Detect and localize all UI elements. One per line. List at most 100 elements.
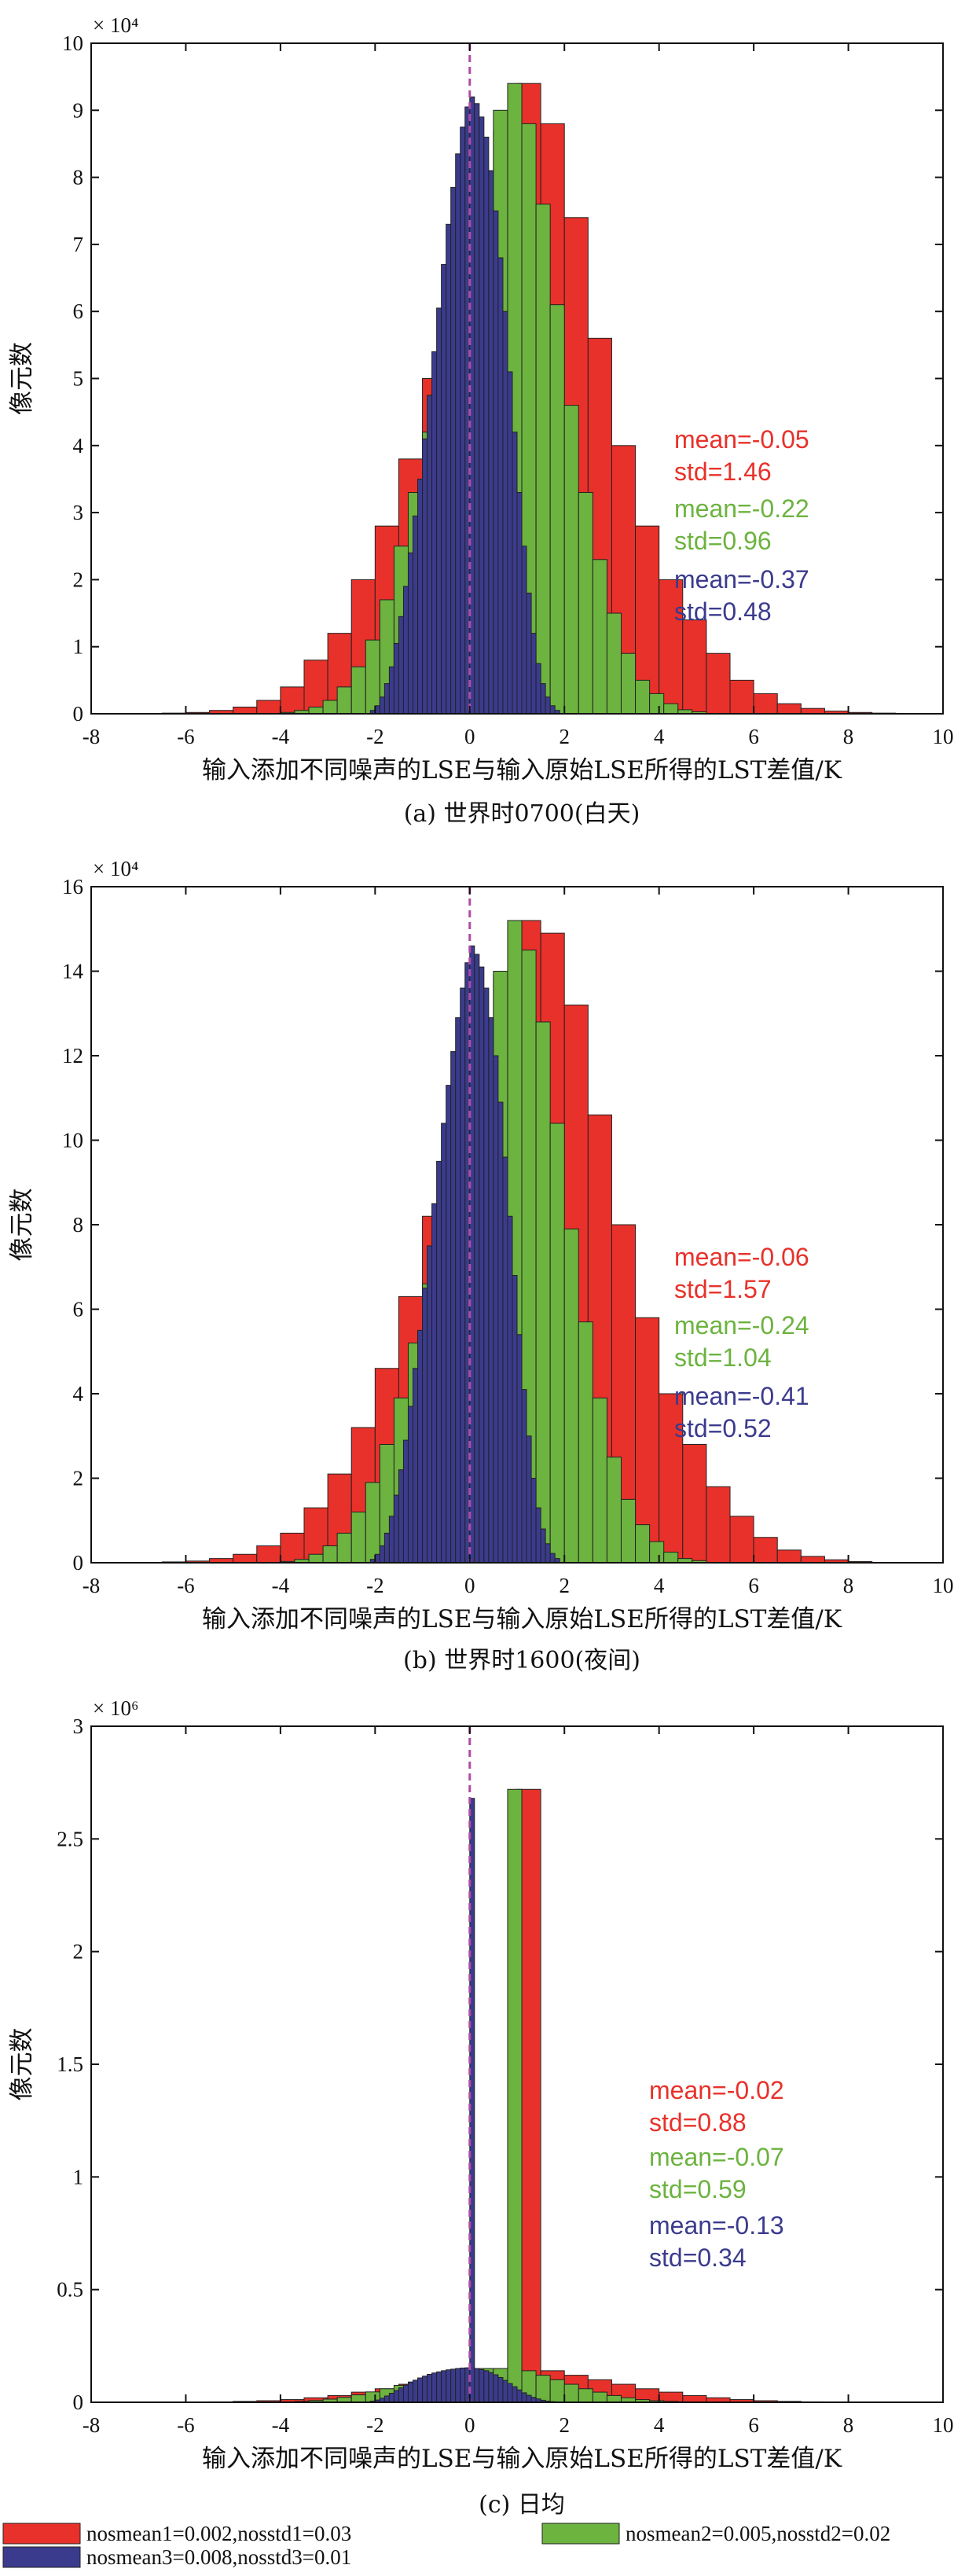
series-3 [369,1798,560,2403]
bar-series3-bin29 [507,371,513,715]
stat-std-2: std=0.96 [674,527,772,555]
bar-series3-bin17 [450,186,457,715]
series-2 [280,1788,707,2403]
legend-swatch-1 [2,2523,81,2545]
chart-caption: (b) 世界时1600(夜间) [403,1647,640,1674]
bar-series3-bin9 [413,515,419,715]
bar-series3-bin36 [540,683,546,715]
bar-series3-bin14 [436,2371,442,2403]
bar-series3-bin17 [450,2368,457,2403]
bar-series1-bin3 [233,1553,258,1564]
x-tick-label: -8 [83,725,101,748]
y-tick-label: 0 [73,2390,84,2414]
x-tick-label: -6 [177,1574,195,1597]
bar-series2-bin27 [663,1552,679,1564]
bar-series3-bin28 [502,1156,508,1564]
bar-series2-bin3 [322,1545,338,1564]
bar-series3-bin4 [388,666,394,715]
y-tick-label: 2.5 [57,1827,83,1850]
y-tick-label: 8 [73,166,84,189]
stat-std-3: std=0.52 [674,1414,772,1442]
x-tick-label: 4 [654,1574,665,1597]
bar-series2-bin19 [549,1123,565,1564]
y-tick-label: 9 [73,98,84,122]
bar-series3-bin22 [474,2368,480,2403]
bar-series3-bin16 [446,223,452,715]
bar-series2-bin23 [606,612,622,715]
stat-std-3: std=0.34 [649,2243,747,2272]
bar-series3-bin31 [516,2389,523,2403]
bar-series3-bin10 [417,478,424,715]
series-1 [161,1788,897,2403]
bar-series1-bin23 [706,1486,731,1564]
legend-group: nosmean1=0.002,nosstd1=0.03 nosmean2=0.00… [2,2522,890,2569]
chart-caption: (c) 日均 [479,2491,565,2519]
x-tick-label: 6 [748,2413,759,2437]
x-tick-label: 8 [843,2413,854,2437]
y-tick-label: 2 [73,1940,84,1964]
y-scale-label: × 10⁶ [93,1696,138,1720]
bar-series1-bin22 [682,619,707,715]
bar-series3-bin21 [469,1798,475,2403]
x-tick-label: 8 [843,725,854,748]
bar-series1-bin4 [256,700,281,715]
x-tick-label: -4 [272,1574,290,1597]
bar-series3-bin17 [450,1051,457,1564]
stat-mean-3: mean=-0.37 [674,565,809,593]
bar-series2-bin24 [620,652,637,715]
x-tick-label: 4 [654,725,665,748]
bar-series3-bin19 [460,987,466,1564]
bar-series3-bin11 [422,2376,428,2403]
y-tick-label: 6 [73,1298,84,1321]
bar-series2-bin21 [578,1321,593,1564]
bar-series3-bin33 [526,2394,532,2403]
stat-std-1: std=1.46 [674,458,772,486]
stat-mean-3: mean=-0.41 [674,1382,809,1410]
bar-series2-bin6 [365,1482,380,1564]
bar-series2-bin18 [535,1021,551,1564]
chart-panel-3: -8 -6 -4 -2 0 2 4 6 8 10 0 0.5 1 1.5 2 2.5 3 × 10⁶ 像元数输入添加… [8,1696,954,2519]
chart-panel-1: -8 -6 -4 -2 0 2 4 6 8 10 0 1 2 3 4 5 6 7 8 9 10 × 10⁴ 像元数输入添加不… [8,13,954,828]
bar-series2-bin26 [649,693,665,715]
bar-series3-bin6 [398,1469,404,1564]
bar-series3-bin7 [402,2384,409,2403]
bar-series3-bin30 [512,2386,518,2403]
bar-series1-bin21 [659,1393,684,1564]
bar-series3-bin18 [455,153,461,715]
bar-series3-bin28 [502,2379,508,2403]
y-tick-label: 0 [73,702,84,726]
stat-std-1: std=1.57 [674,1275,772,1303]
bar-series2-bin2 [308,1553,324,1564]
bar-series2-bin26 [649,1541,665,1564]
bar-series3-bin30 [512,432,518,715]
legend-label-1: nosmean1=0.002,nosstd1=0.03 [86,2522,351,2545]
bar-series3-bin30 [512,1275,518,1564]
y-tick-label: 10 [62,1129,83,1152]
bar-series2-bin20 [563,2383,579,2403]
y-tick-label: 16 [62,875,83,898]
bar-series3-bin28 [502,311,508,715]
bar-series3-bin12 [427,2373,433,2403]
bar-series2-bin25 [635,1524,651,1564]
bar-series3-bin8 [407,2382,414,2403]
bar-series3-bin7 [402,586,409,715]
bar-series3-bin8 [407,1406,414,1564]
bar-series1-bin4 [256,1545,281,1564]
bar-series1-bin27 [800,1556,825,1564]
bar-series3-bin13 [431,2372,438,2403]
bar-series2-bin16 [507,1788,523,2403]
bar-series3-bin5 [393,1494,399,1564]
bar-series2-bin4 [336,1532,352,1564]
legend-swatch-2 [541,2523,620,2545]
bar-series2-bin20 [563,1228,579,1564]
bar-series3-bin37 [545,696,551,715]
bar-series2-bin21 [578,492,593,715]
bar-series3-bin25 [488,170,494,715]
bar-series3-bin23 [479,966,485,1564]
bar-series2-bin2 [308,706,324,715]
bar-series3-bin27 [497,257,504,715]
bar-series2-bin4 [336,686,352,715]
x-tick-label: -4 [272,2413,290,2437]
series-3 [369,945,560,1564]
stat-std-3: std=0.48 [674,597,772,626]
